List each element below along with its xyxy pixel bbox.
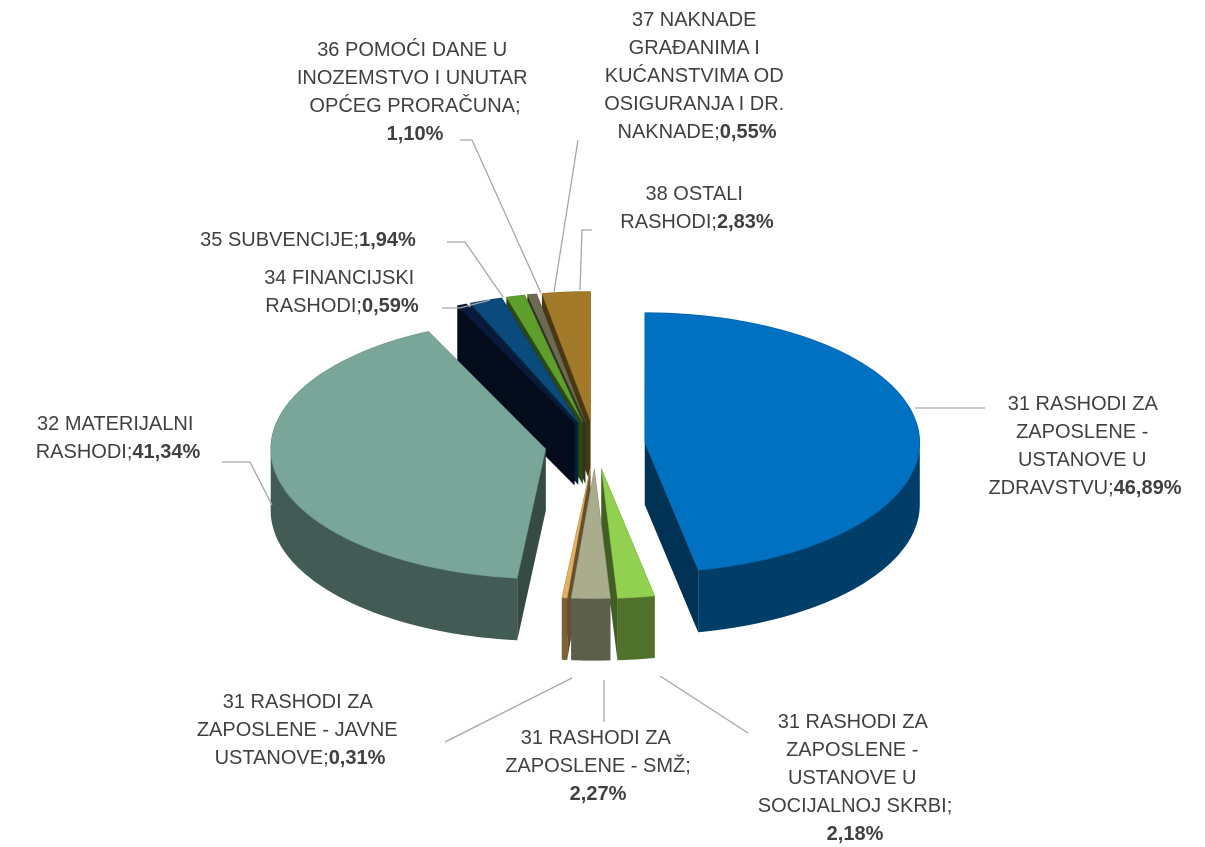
leader-line (553, 139, 579, 293)
slice-label: 35 SUBVENCIJE (200, 229, 353, 251)
slice-top (270, 331, 547, 579)
label-separator: ; (354, 229, 360, 251)
label-separator: ; (685, 755, 691, 777)
slice-label: 36 POMOĆI DANE U INOZEMSTVO I UNUTAR OPĆ… (297, 38, 533, 117)
leader-line (444, 677, 573, 743)
label-separator: ; (515, 95, 521, 117)
value-label: 0,31% (329, 747, 386, 769)
value-label: 1,94% (359, 229, 416, 251)
slice-radial-wall (561, 468, 591, 660)
slice-top (644, 312, 921, 571)
slice-label: 38 OSTALI RASHODI (620, 183, 748, 233)
slice-top (456, 303, 575, 424)
slice-outer-wall (617, 596, 655, 661)
slice-outer-wall (561, 597, 568, 661)
slice-top (570, 468, 611, 599)
slice-radial-wall (601, 468, 618, 661)
slice-top (541, 291, 591, 422)
label-separator: ; (1108, 477, 1114, 499)
label-separator: ; (356, 295, 362, 317)
value-label: 0,59% (362, 295, 419, 317)
leader-line (222, 461, 273, 506)
label-separator: ; (323, 747, 329, 769)
value-label: 0,55% (720, 121, 777, 143)
value-label: 2,83% (717, 211, 774, 233)
leader-line (579, 229, 592, 291)
slice-top (505, 294, 584, 423)
slice-label: 31 RASHODI ZA ZAPOSLENE - SMŽ (505, 727, 685, 777)
leader-line (460, 139, 542, 294)
label-separator: ; (947, 795, 953, 817)
slice-outer-wall (571, 598, 611, 661)
slice-label: 31 RASHODI ZA ZAPOSLENE - USTANOVE U ZDR… (988, 393, 1162, 499)
label-separator: ; (711, 211, 717, 233)
slice (644, 312, 921, 633)
value-label: 2,18% (827, 823, 884, 845)
slice (570, 468, 611, 661)
leader-line (447, 241, 504, 298)
leader-line (442, 299, 491, 309)
slice-top (601, 468, 656, 599)
slice-label: 31 RASHODI ZA ZAPOSLENE - USTANOVE U SOC… (758, 711, 947, 817)
value-label: 1,10% (387, 123, 444, 145)
slice-top (526, 293, 586, 422)
slice-radial-wall (466, 303, 575, 486)
slice-label: 32 MATERIJALNI RASHODI (36, 413, 199, 463)
leader-line (659, 675, 749, 734)
value-label: 41,34% (132, 441, 200, 463)
label-separator: ; (714, 121, 720, 143)
slice-label: 34 FINANCIJSKI RASHODI (264, 267, 420, 317)
slice-outer-wall (698, 442, 920, 633)
label-separator: ; (127, 441, 133, 463)
value-label: 46,89% (1114, 477, 1182, 499)
slice-label: 37 NAKNADE GRAĐANIMA I KUĆANSTVIMA OD OS… (604, 9, 790, 143)
slice (456, 303, 575, 486)
slice-label: 31 RASHODI ZA ZAPOSLENE - JAVNE USTANOVE (197, 691, 403, 769)
slice-top (561, 468, 591, 599)
slice (270, 331, 547, 641)
value-label: 2,27% (570, 783, 627, 805)
slice-outer-wall (270, 449, 518, 641)
slice-radial-wall (644, 442, 699, 633)
slice-top (469, 297, 579, 423)
slice (601, 468, 656, 661)
